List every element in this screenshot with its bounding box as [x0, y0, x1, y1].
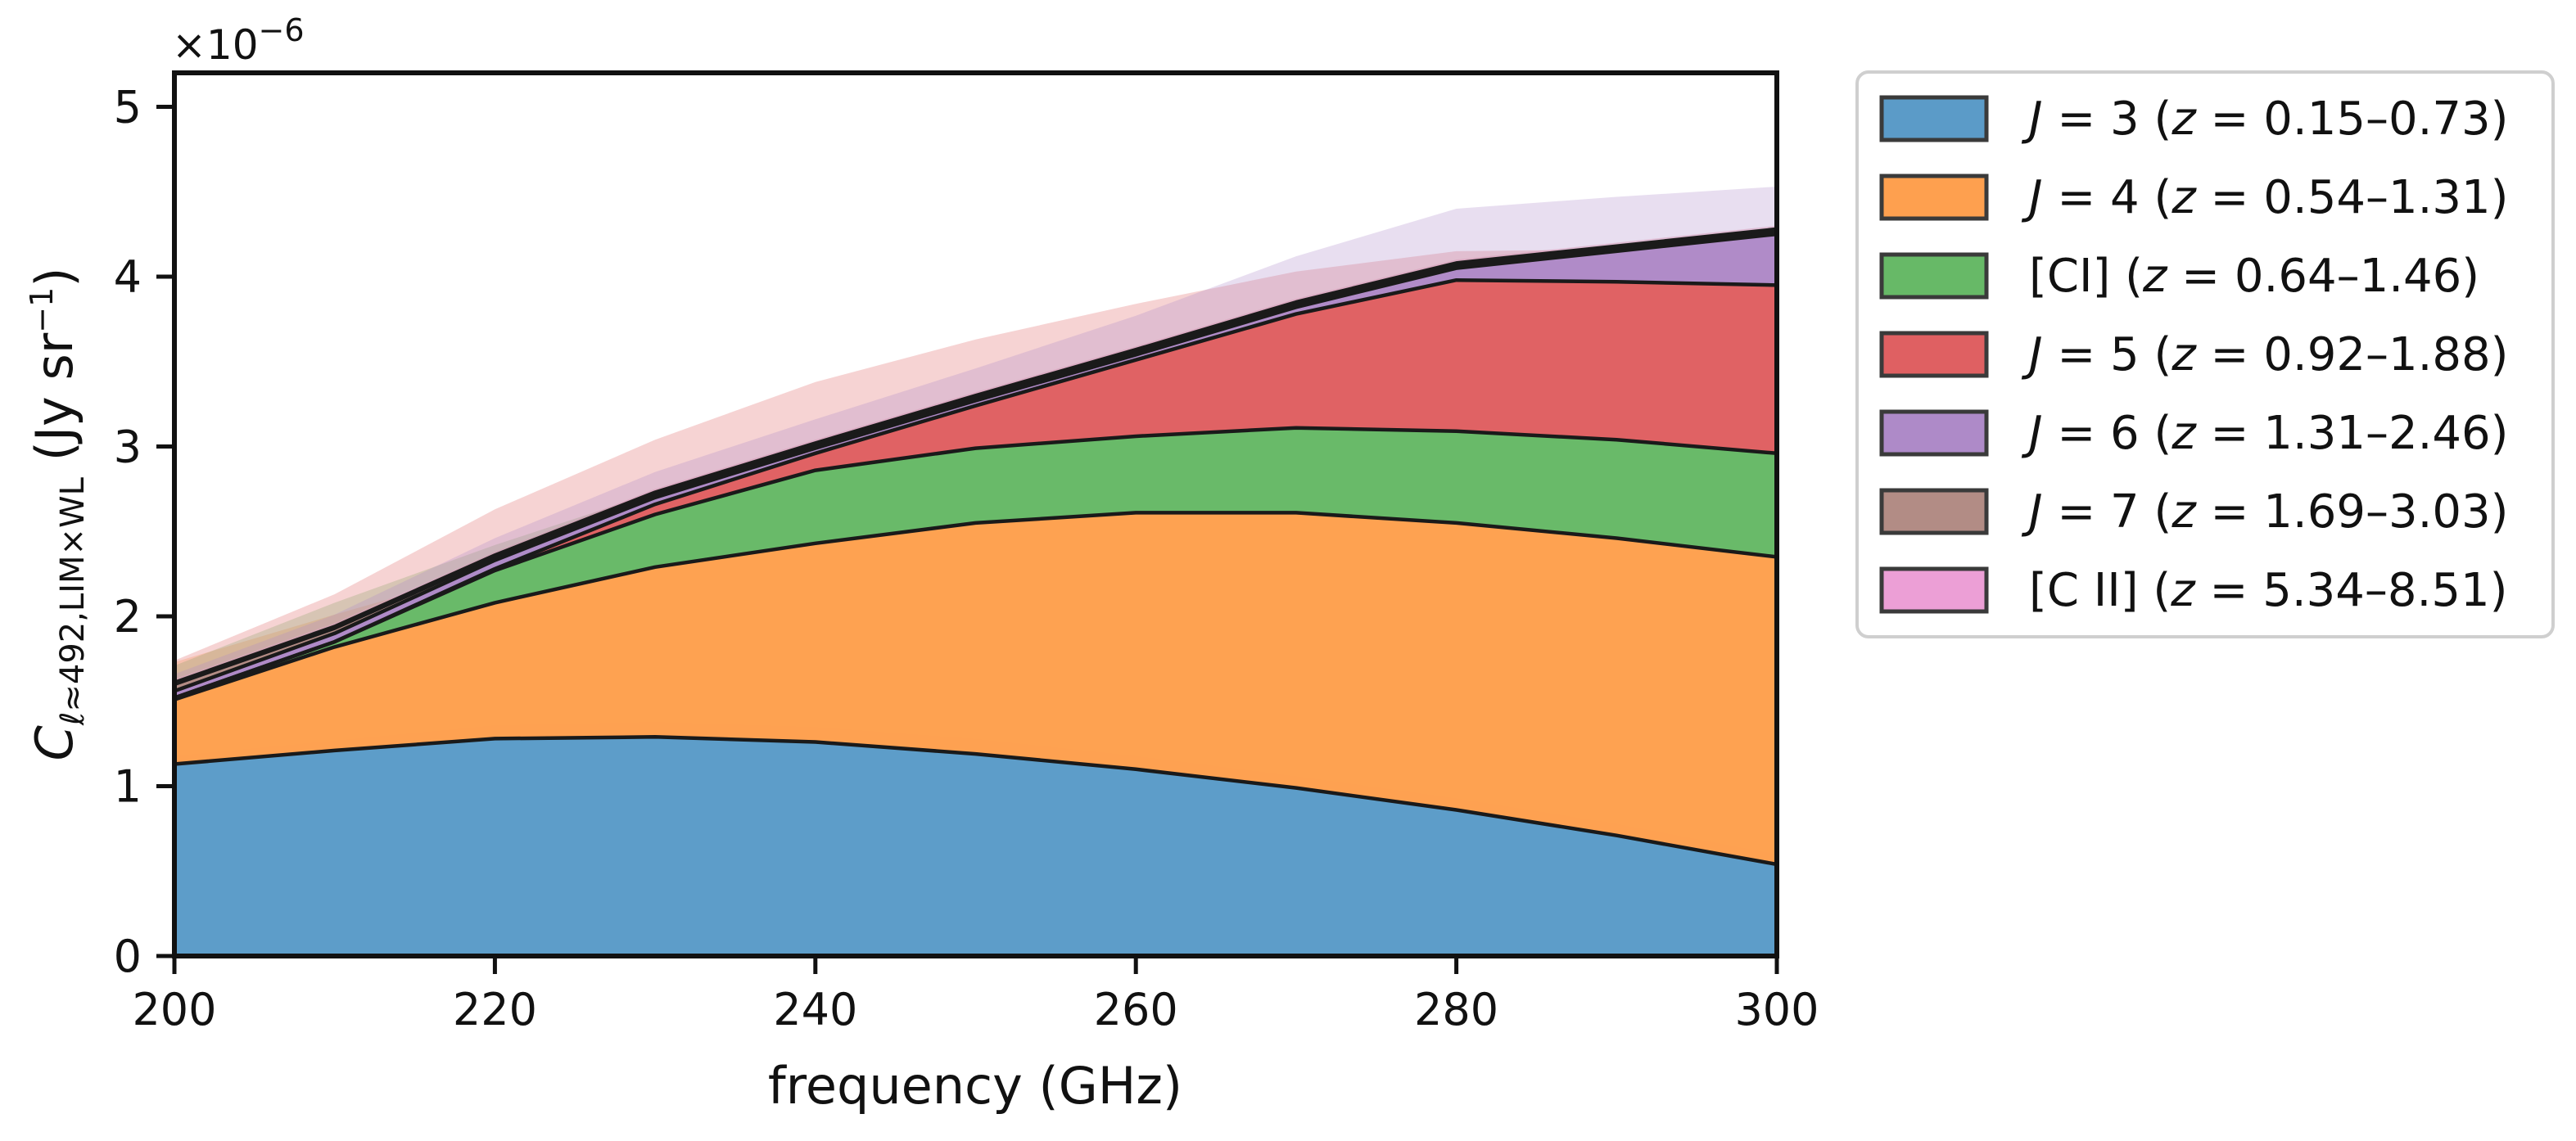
legend-label: J = 6 (z = 1.31–2.46) — [2021, 407, 2508, 460]
y-tick-label: 5 — [114, 82, 142, 133]
legend-label-z: z — [2171, 407, 2197, 460]
legend-swatch — [1879, 95, 1989, 142]
area-series-2 — [174, 512, 1777, 864]
y-axis-ticks: 0 1 2 3 4 5 — [114, 82, 174, 982]
plot-frame — [172, 70, 1779, 958]
y-tick-label: 2 — [114, 591, 142, 643]
legend-label-range: = 0.15–0.73) — [2196, 92, 2509, 146]
x-tick-label: 220 — [453, 984, 537, 1035]
legend-swatch — [1879, 174, 1989, 221]
legend-swatch — [1879, 409, 1989, 457]
legend-item-1: J = 3 (z = 0.15–0.73) — [1879, 92, 2508, 146]
legend-label-range: = 0.64–1.46) — [2167, 250, 2479, 303]
uncertainty-band-5 — [174, 187, 1777, 698]
legend-label: [CI] (z = 0.64–1.46) — [2029, 250, 2479, 303]
legend-item-3: [CI] (z = 0.64–1.46) — [1879, 250, 2479, 303]
area-edge-series-2 — [174, 511, 1778, 701]
area-edge-series-1 — [174, 735, 1778, 867]
legend: J = 3 (z = 0.15–0.73) J = 4 (z = 0.54–1.3… — [1855, 70, 2555, 638]
legend-label-text: [C II] ( — [2029, 564, 2171, 617]
legend-label: J = 7 (z = 1.69–3.03) — [2021, 485, 2508, 539]
area-edge-series-4 — [174, 277, 1778, 700]
legend-item-5: J = 6 (z = 1.31–2.46) — [1879, 407, 2508, 460]
y-axis-title: Cℓ≈492,LIM×WL (Jy sr−1) — [24, 268, 92, 761]
legend-label-z: z — [2170, 564, 2196, 617]
area-edge-series-7 — [174, 227, 1778, 685]
legend-label: J = 5 (z = 0.92–1.88) — [2021, 328, 2508, 381]
y-tick-label: 1 — [114, 761, 142, 813]
y-title-symbol: C — [25, 724, 84, 760]
legend-swatch — [1879, 488, 1989, 535]
legend-label-text: = 7 ( — [2043, 485, 2172, 539]
legend-label-z: z — [2171, 92, 2197, 146]
x-tick-label: 240 — [773, 984, 857, 1035]
legend-label: J = 3 (z = 0.15–0.73) — [2021, 92, 2508, 146]
area-series-4 — [174, 280, 1777, 698]
legend-label-z: z — [2171, 171, 2197, 224]
legend-label-text: = 6 ( — [2043, 407, 2172, 460]
y-title-unit-exponent: −1 — [24, 287, 60, 333]
scale-base: ×10 — [172, 21, 259, 69]
area-series-3 — [174, 427, 1777, 700]
legend-label-range: = 1.69–3.03) — [2196, 485, 2509, 539]
legend-label-text: = 3 ( — [2043, 92, 2172, 146]
legend-swatch — [1879, 252, 1989, 300]
legend-label-z: z — [2171, 328, 2197, 381]
legend-item-6: J = 7 (z = 1.69–3.03) — [1879, 485, 2508, 539]
y-tick-label: 0 — [114, 931, 142, 982]
legend-item-4: J = 5 (z = 0.92–1.88) — [1879, 328, 2508, 381]
stacked-areas — [174, 227, 1778, 956]
legend-label: [C II] (z = 5.34–8.51) — [2029, 564, 2507, 617]
x-tick-label: 200 — [132, 984, 216, 1035]
scale-exponent: −6 — [259, 12, 305, 48]
area-series-1 — [174, 737, 1777, 956]
legend-frame — [1855, 70, 2555, 638]
legend-label-range: = 0.54–1.31) — [2196, 171, 2509, 224]
legend-label-z: z — [2142, 250, 2168, 303]
y-title-subscript: ℓ≈492,LIM×WL — [54, 476, 92, 726]
x-tick-label: 300 — [1734, 984, 1819, 1035]
y-title-unit-close: ) — [25, 268, 84, 287]
legend-label: J = 4 (z = 0.54–1.31) — [2021, 171, 2508, 224]
legend-label-text: [CI] ( — [2029, 250, 2143, 303]
x-tick-label: 280 — [1414, 984, 1498, 1035]
legend-swatch — [1879, 566, 1989, 614]
legend-label-range: = 0.92–1.88) — [2196, 328, 2509, 381]
legend-label-text: = 5 ( — [2043, 328, 2172, 381]
y-tick-label: 3 — [114, 422, 142, 473]
legend-item-2: J = 4 (z = 0.54–1.31) — [1879, 171, 2508, 224]
y-tick-label: 4 — [114, 251, 142, 303]
area-edge-series-5 — [174, 232, 1778, 693]
legend-item-7: [C II] (z = 5.34–8.51) — [1879, 564, 2507, 617]
legend-label-range: = 1.31–2.46) — [2196, 407, 2509, 460]
y-title-unit: (Jy sr — [25, 332, 84, 477]
x-axis-ticks: 200 220 240 260 280 300 — [132, 956, 1819, 1035]
x-axis-title: frequency (GHz) — [768, 1056, 1182, 1116]
legend-label-z: z — [2171, 485, 2197, 539]
y-axis-scale-factor: ×10−6 — [172, 12, 305, 69]
x-tick-label: 260 — [1094, 984, 1178, 1035]
legend-label-range: = 5.34–8.51) — [2195, 564, 2508, 617]
legend-swatch — [1879, 331, 1989, 378]
legend-label-text: = 4 ( — [2043, 171, 2172, 224]
